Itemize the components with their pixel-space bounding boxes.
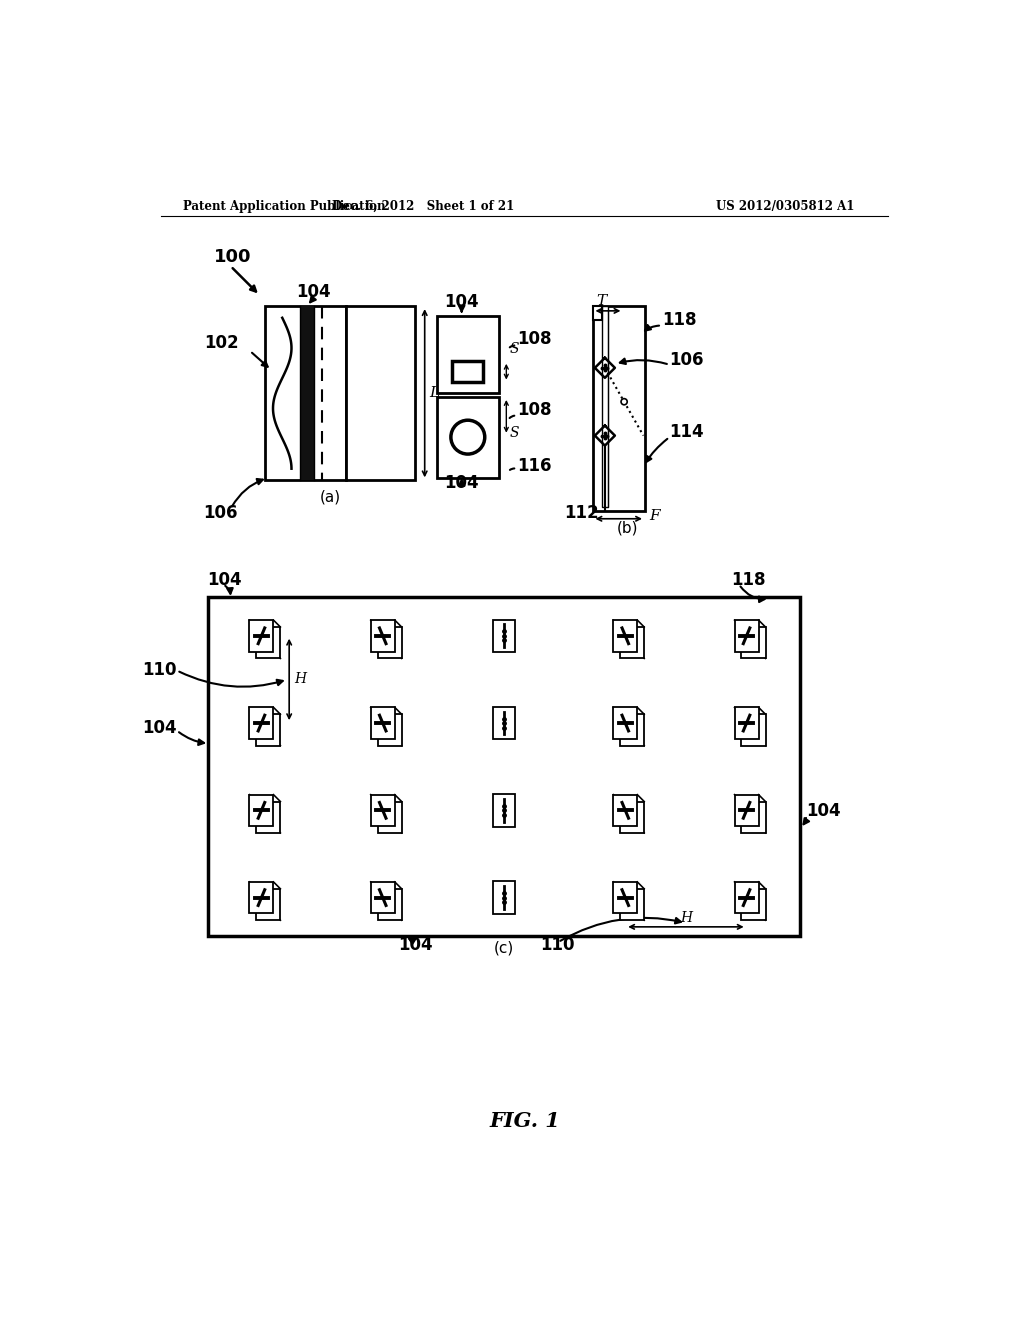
Text: 102: 102 bbox=[204, 334, 239, 352]
Bar bbox=[437, 317, 499, 393]
Text: 108: 108 bbox=[517, 401, 552, 420]
Bar bbox=[256, 888, 281, 920]
Bar bbox=[378, 627, 401, 659]
Bar bbox=[613, 708, 637, 739]
Bar bbox=[734, 882, 759, 913]
Bar bbox=[593, 306, 602, 321]
Circle shape bbox=[451, 420, 484, 454]
Text: 104: 104 bbox=[444, 474, 479, 492]
Text: Dec. 6, 2012   Sheet 1 of 21: Dec. 6, 2012 Sheet 1 of 21 bbox=[332, 199, 514, 213]
Text: 110: 110 bbox=[142, 661, 177, 680]
Circle shape bbox=[621, 399, 628, 405]
Text: (b): (b) bbox=[616, 520, 638, 536]
Text: 104: 104 bbox=[297, 284, 331, 301]
Bar bbox=[494, 708, 515, 739]
Bar bbox=[265, 306, 346, 480]
Text: Patent Application Publication: Patent Application Publication bbox=[183, 199, 385, 213]
Text: 104: 104 bbox=[398, 936, 433, 954]
Text: 104: 104 bbox=[142, 719, 177, 737]
Bar bbox=[250, 795, 273, 826]
Bar bbox=[741, 888, 766, 920]
Text: 116: 116 bbox=[517, 458, 552, 475]
Bar bbox=[378, 714, 401, 746]
Bar bbox=[494, 795, 515, 826]
Text: S: S bbox=[509, 426, 519, 441]
Bar bbox=[494, 882, 515, 913]
Bar bbox=[734, 620, 759, 652]
Text: 100: 100 bbox=[214, 248, 251, 265]
Text: FIG. 1: FIG. 1 bbox=[489, 1111, 560, 1131]
Bar bbox=[613, 882, 637, 913]
Text: 104: 104 bbox=[807, 803, 842, 820]
Text: (c): (c) bbox=[494, 940, 514, 956]
Text: 118: 118 bbox=[662, 312, 696, 329]
Bar bbox=[371, 795, 394, 826]
Bar bbox=[453, 360, 483, 383]
Bar bbox=[621, 888, 644, 920]
Bar bbox=[378, 801, 401, 833]
Text: 112: 112 bbox=[563, 504, 598, 521]
Bar bbox=[613, 620, 637, 652]
Bar bbox=[250, 620, 273, 652]
Bar bbox=[741, 801, 766, 833]
Bar bbox=[250, 708, 273, 739]
Bar bbox=[256, 627, 281, 659]
Text: 110: 110 bbox=[541, 936, 575, 954]
Bar bbox=[256, 801, 281, 833]
Bar bbox=[741, 627, 766, 659]
Text: T: T bbox=[596, 294, 606, 308]
Text: S: S bbox=[509, 342, 519, 356]
Bar bbox=[371, 620, 394, 652]
Text: 106: 106 bbox=[204, 504, 238, 521]
Text: 104: 104 bbox=[444, 293, 479, 310]
Bar bbox=[593, 306, 645, 511]
Bar bbox=[741, 714, 766, 746]
Bar bbox=[621, 801, 644, 833]
Text: H: H bbox=[294, 672, 306, 686]
Bar bbox=[621, 714, 644, 746]
Text: 108: 108 bbox=[517, 330, 552, 348]
Bar bbox=[602, 306, 608, 507]
Text: L: L bbox=[429, 387, 439, 400]
Bar bbox=[378, 888, 401, 920]
Text: H: H bbox=[680, 911, 692, 924]
Text: US 2012/0305812 A1: US 2012/0305812 A1 bbox=[716, 199, 854, 213]
Bar bbox=[250, 882, 273, 913]
Bar bbox=[494, 619, 515, 652]
Bar bbox=[346, 306, 416, 480]
Text: (a): (a) bbox=[321, 490, 341, 504]
Bar bbox=[256, 714, 281, 746]
Bar bbox=[371, 708, 394, 739]
Bar bbox=[734, 708, 759, 739]
Bar bbox=[371, 882, 394, 913]
Text: 106: 106 bbox=[670, 351, 705, 370]
Text: F: F bbox=[649, 510, 659, 524]
Bar bbox=[734, 795, 759, 826]
Bar bbox=[300, 306, 313, 480]
Bar bbox=[613, 795, 637, 826]
Text: 118: 118 bbox=[731, 572, 766, 589]
Bar bbox=[621, 627, 644, 659]
Bar bbox=[208, 597, 801, 936]
Bar bbox=[437, 397, 499, 478]
Text: 114: 114 bbox=[670, 422, 705, 441]
Text: 104: 104 bbox=[208, 572, 243, 589]
